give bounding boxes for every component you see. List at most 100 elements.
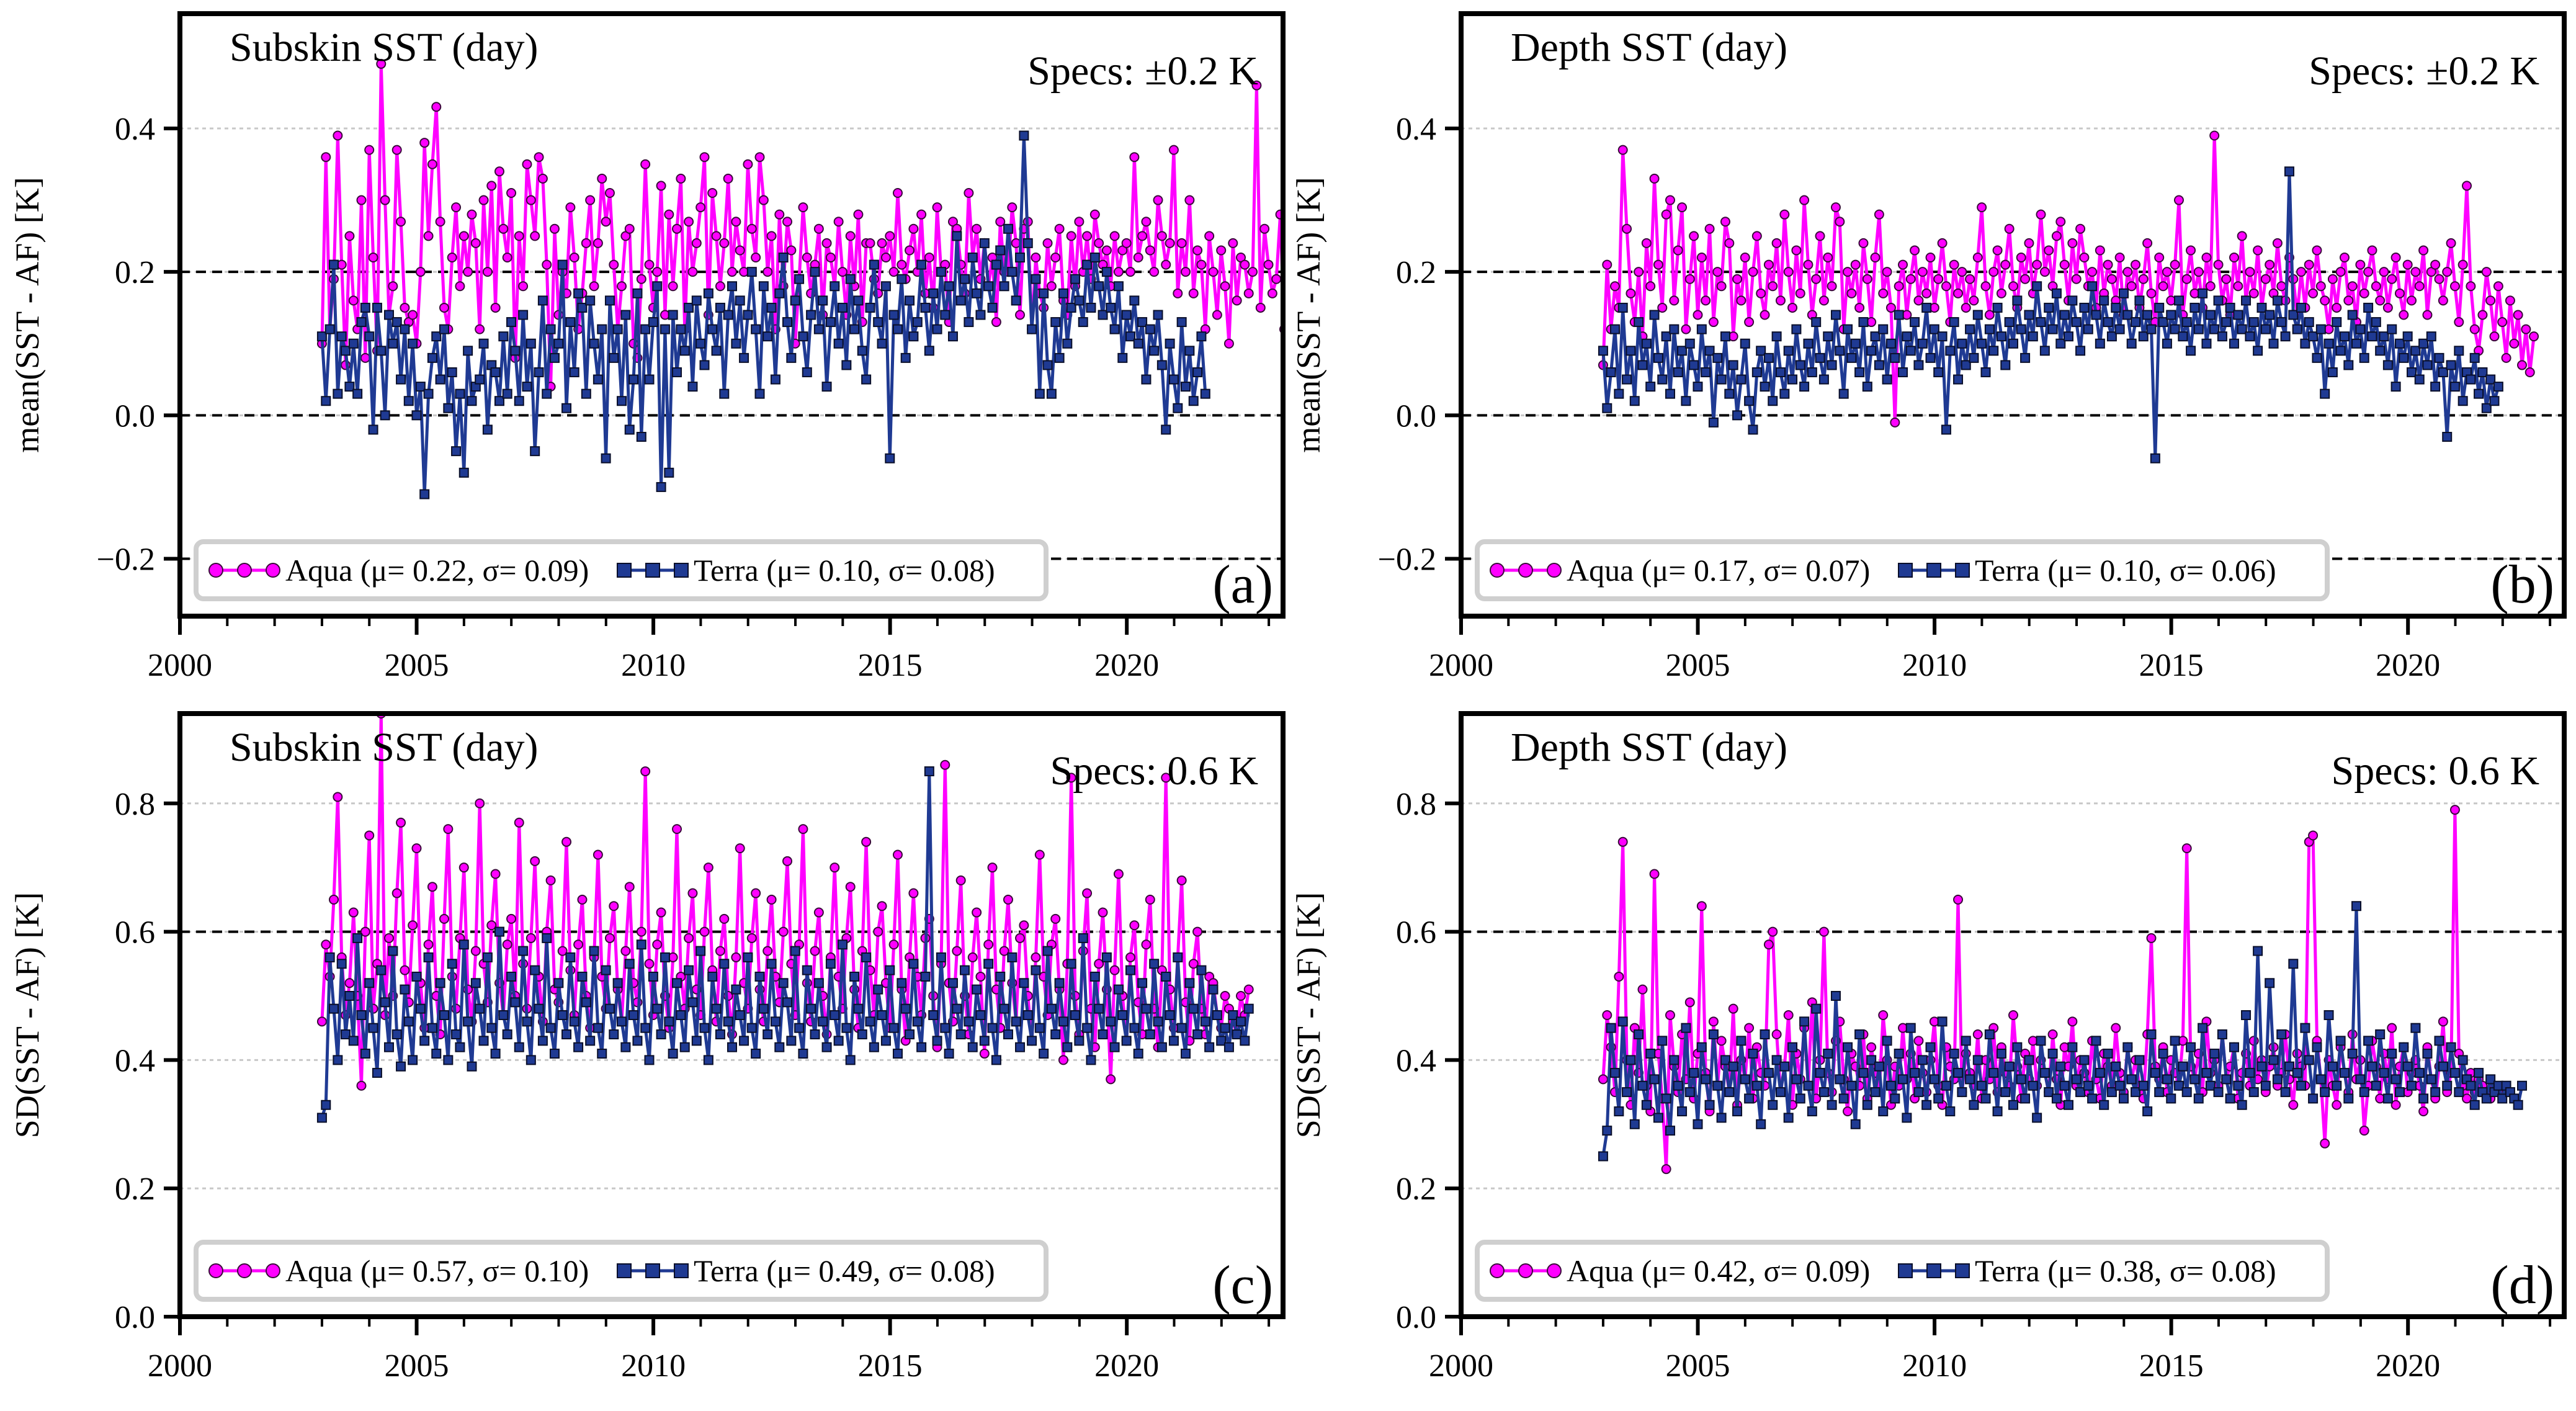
data-point-aqua (2095, 245, 2105, 256)
data-point-aqua (1751, 231, 1762, 241)
data-point-terra (2426, 1074, 2436, 1085)
data-point-terra (845, 274, 856, 284)
data-point-terra (2312, 1042, 2322, 1052)
data-point-terra (1933, 1093, 1944, 1104)
data-point-terra (900, 352, 911, 363)
data-point-aqua (672, 824, 682, 835)
data-point-terra (1089, 971, 1100, 982)
data-point-terra (1022, 1010, 1033, 1020)
data-point-terra (2008, 1100, 2019, 1110)
data-point-terra (1062, 338, 1073, 349)
data-point-terra (2162, 338, 2172, 349)
data-point-aqua (593, 238, 603, 248)
data-point-aqua (1125, 952, 1136, 962)
y-tick-label: 0.8 (1396, 787, 1436, 822)
data-point-aqua (1240, 259, 1250, 270)
data-point-aqua (2399, 310, 2409, 320)
data-point-aqua (1866, 1042, 1877, 1052)
data-point-terra (1019, 130, 1029, 141)
data-point-terra (2320, 1087, 2330, 1098)
data-point-aqua (2327, 274, 2338, 284)
data-point-terra (1716, 1113, 1727, 1123)
data-point-terra (967, 253, 978, 263)
legend-marker-terra (645, 563, 660, 578)
data-point-aqua (2407, 295, 2417, 306)
data-point-terra (1866, 1055, 1877, 1065)
data-point-terra (1818, 1087, 1829, 1098)
data-point-aqua (1109, 231, 1120, 241)
data-point-terra (786, 1036, 797, 1046)
data-point-aqua (2367, 245, 2377, 256)
data-point-aqua (1243, 288, 1254, 298)
data-point-terra (1696, 1042, 1707, 1052)
data-point-terra (1720, 331, 1730, 342)
data-point-aqua (2138, 274, 2149, 284)
data-point-aqua (2209, 130, 2220, 141)
data-point-terra (388, 946, 398, 956)
data-point-terra (1818, 374, 1829, 385)
data-point-terra (1015, 253, 1026, 263)
data-point-aqua (1984, 310, 1995, 320)
y-tick-label: 0.0 (1396, 1300, 1436, 1335)
data-point-terra (841, 1023, 852, 1033)
data-point-aqua (2067, 238, 2078, 248)
data-point-aqua (1913, 1036, 1924, 1046)
data-point-terra (1602, 403, 1612, 413)
data-point-aqua (2024, 238, 2034, 248)
x-tick-label: 2015 (858, 1348, 923, 1384)
data-point-aqua (1216, 245, 1227, 256)
data-point-terra (1712, 352, 1723, 363)
data-point-aqua (486, 181, 497, 191)
data-point-terra (344, 382, 355, 392)
data-point-terra (557, 1010, 568, 1020)
data-point-terra (2351, 338, 2362, 349)
x-tick-label: 2005 (385, 648, 449, 683)
data-point-terra (687, 382, 698, 392)
data-point-terra (2032, 1113, 2042, 1123)
data-point-terra (2158, 317, 2168, 328)
data-point-aqua (439, 302, 449, 313)
data-point-aqua (1669, 295, 1679, 306)
data-point-terra (1850, 1119, 1861, 1129)
data-point-terra (336, 959, 347, 969)
data-point-aqua (2521, 324, 2531, 334)
data-point-aqua (557, 946, 568, 956)
data-point-terra (1165, 1010, 1175, 1020)
data-point-terra (2091, 310, 2101, 320)
data-point-terra (2402, 1061, 2413, 1072)
data-point-aqua (995, 217, 1006, 227)
data-point-terra (352, 933, 363, 943)
data-point-terra (388, 338, 398, 349)
data-point-terra (1996, 331, 2006, 342)
y-tick-label: 0.2 (1396, 1171, 1436, 1207)
data-point-terra (1156, 1042, 1167, 1052)
data-point-terra (1015, 1042, 1026, 1052)
data-point-aqua (1949, 259, 1959, 270)
data-point-terra (348, 338, 359, 349)
data-point-terra (1653, 352, 1663, 363)
data-point-terra (1704, 346, 1715, 356)
data-point-terra (1106, 1016, 1116, 1027)
data-point-terra (1034, 1023, 1045, 1033)
data-point-terra (1961, 1036, 1971, 1046)
data-point-aqua (1854, 302, 1865, 313)
data-point-terra (715, 302, 725, 313)
data-point-aqua (1145, 245, 1155, 256)
data-point-terra (813, 324, 824, 334)
data-point-aqua (1089, 209, 1100, 220)
data-point-aqua (380, 195, 390, 205)
data-point-aqua (1649, 173, 1660, 184)
data-point-terra (648, 971, 658, 982)
data-point-aqua (1913, 295, 1924, 306)
data-point-terra (1042, 946, 1053, 956)
legend-label-terra: Terra (μ= 0.10, σ= 0.08) (694, 553, 995, 588)
data-point-terra (447, 367, 457, 377)
data-point-aqua (2355, 259, 2366, 270)
data-point-aqua (2059, 259, 2070, 270)
data-point-aqua (1074, 217, 1085, 227)
data-point-aqua (1720, 217, 1730, 227)
data-point-terra (660, 324, 670, 334)
data-point-aqua (1882, 267, 1892, 277)
legend-marker-terra (1955, 1263, 1970, 1278)
data-point-terra (1945, 346, 1956, 356)
